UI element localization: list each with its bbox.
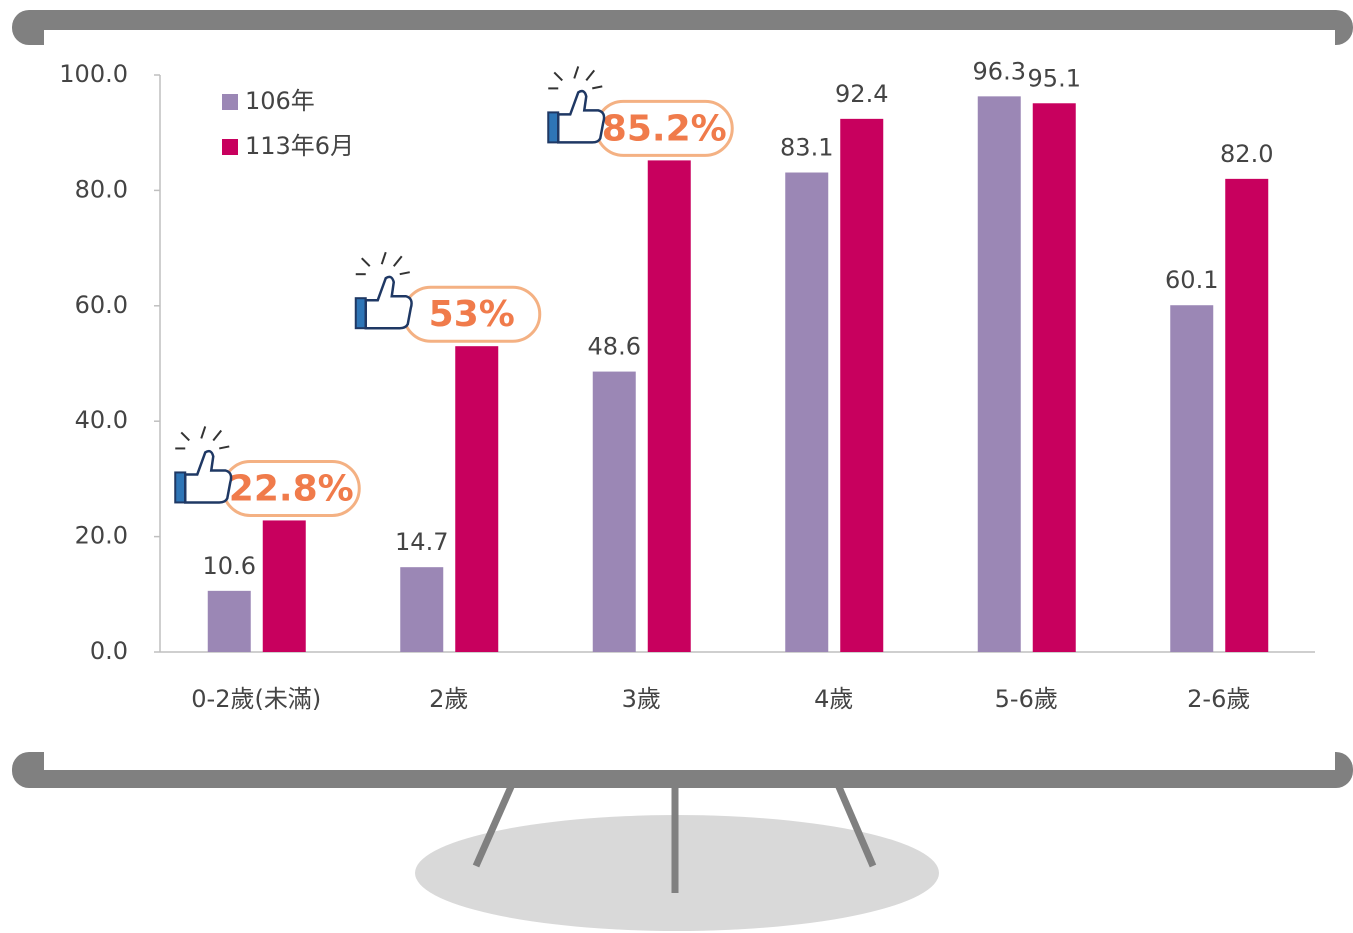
y-tick-label: 80.0 — [75, 175, 128, 203]
x-tick-label: 4歲 — [814, 685, 853, 713]
value-label: 95.1 — [1028, 64, 1081, 92]
y-tick-label: 20.0 — [75, 522, 128, 550]
y-tick-label: 40.0 — [75, 406, 128, 434]
legend-label: 113年6月 — [245, 132, 354, 160]
bar — [400, 567, 443, 652]
value-label: 53% — [429, 294, 515, 335]
bar — [263, 520, 306, 652]
y-tick-label: 100.0 — [59, 60, 128, 88]
legend-label: 106年 — [245, 87, 315, 115]
bar — [1225, 179, 1268, 652]
value-label: 60.1 — [1165, 266, 1218, 294]
y-tick-label: 60.0 — [75, 291, 128, 319]
bar — [455, 346, 498, 652]
chart: 0.0 20.0 40.0 60.0 80.0 100.0 106年 113年6月 0-2歲(未… — [0, 0, 1353, 933]
value-label: 14.7 — [395, 528, 448, 556]
bar — [978, 96, 1021, 652]
x-tick-label: 5-6歲 — [995, 685, 1058, 713]
bar — [1170, 305, 1213, 652]
y-tick-label: 0.0 — [90, 637, 128, 665]
value-label: 83.1 — [780, 134, 833, 162]
x-tick-label: 3歲 — [622, 685, 661, 713]
value-label: 48.6 — [588, 333, 641, 361]
value-label: 96.3 — [973, 57, 1026, 85]
bar — [1033, 103, 1076, 652]
x-tick-label: 0-2歲(未滿) — [191, 685, 321, 713]
stand — [415, 780, 939, 931]
bar — [593, 372, 636, 652]
bar — [785, 173, 828, 652]
thumb-cuff — [175, 472, 185, 502]
value-label: 85.2% — [602, 108, 727, 149]
value-label: 10.6 — [203, 552, 256, 580]
bar — [840, 119, 883, 652]
bar — [208, 591, 251, 652]
x-tick-label: 2-6歲 — [1187, 685, 1250, 713]
value-label: 92.4 — [835, 80, 888, 108]
legend-swatch — [222, 139, 238, 155]
legend-swatch — [222, 94, 238, 110]
value-label: 22.8% — [229, 468, 354, 509]
thumb-cuff — [356, 298, 366, 328]
value-label: 82.0 — [1220, 140, 1273, 168]
thumb-cuff — [548, 112, 558, 142]
x-tick-label: 2歲 — [429, 685, 468, 713]
bar — [648, 160, 691, 652]
